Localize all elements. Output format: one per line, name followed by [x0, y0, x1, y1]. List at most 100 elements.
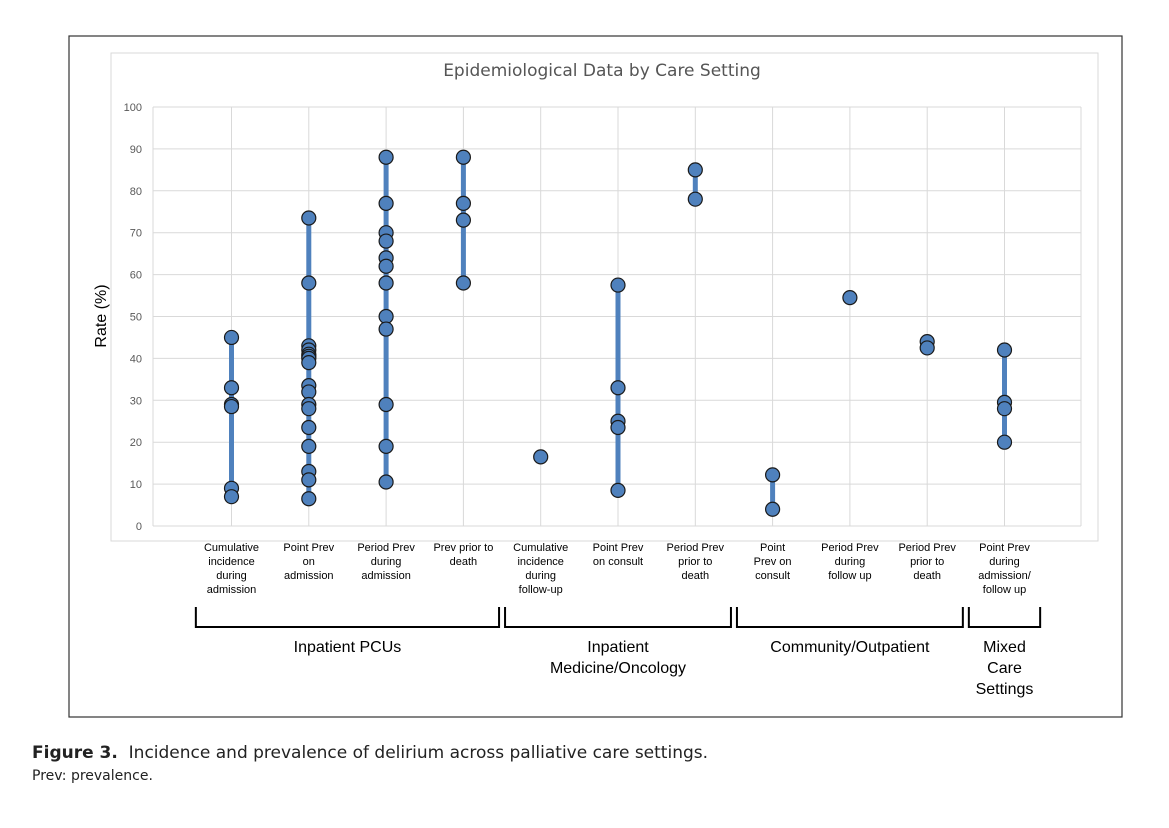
category-labels: Cumulative incidence during admission Point …: [204, 542, 1032, 596]
data-point: [301, 354, 317, 371]
category-label-line: Point Prev: [979, 542, 1030, 554]
category-label-line: consult: [755, 570, 790, 582]
category-label-line: prior to: [678, 556, 712, 568]
data-point: [455, 275, 471, 291]
group-bracket: [194, 607, 501, 628]
group-label-line: Community/Outpatient: [770, 639, 930, 656]
data-point: [996, 434, 1013, 450]
y-tick-label: 80: [130, 186, 142, 198]
data-point: [301, 275, 317, 291]
data-point: [301, 438, 317, 454]
group-brackets: [194, 607, 1042, 628]
group-bracket: [735, 607, 964, 628]
data-point: [301, 401, 317, 417]
category-label-line: Period Prev: [357, 542, 415, 554]
category-label-line: admission/: [978, 570, 1032, 582]
category-label-line: incidence: [208, 556, 254, 568]
category-label-line: follow up: [828, 570, 871, 582]
group-bracket: [504, 607, 732, 628]
category-label-line: Cumulative: [204, 542, 259, 554]
y-tick-label: 60: [130, 270, 142, 282]
data-point: [842, 290, 858, 306]
data-point: [610, 482, 626, 498]
category-label-line: admission: [207, 584, 257, 596]
y-tick-label: 20: [130, 437, 142, 449]
category-label-line: during: [216, 570, 247, 582]
data-point: [455, 212, 471, 228]
category-label-line: during: [835, 556, 866, 568]
category-label-line: on consult: [593, 556, 643, 568]
category-label-line: admission: [284, 570, 334, 582]
category-label-line: death: [682, 570, 710, 582]
figure-caption: Figure 3. Incidence and prevalence of de…: [32, 743, 708, 763]
data-point: [378, 396, 394, 413]
data-point: [687, 162, 703, 178]
category-label-line: prior to: [910, 556, 944, 568]
category-label-line: incidence: [517, 556, 563, 568]
data-point: [610, 277, 626, 293]
data-point: [996, 342, 1013, 358]
figure-frame: [68, 35, 1123, 718]
category-label-line: Prev prior to: [433, 542, 493, 554]
y-tick-label: 0: [136, 521, 142, 533]
category-label-line: during: [371, 556, 402, 568]
y-tick-labels: 0 10 20 30 40 50 60 70 80 90 100: [124, 102, 142, 533]
category-label-line: follow-up: [519, 584, 563, 596]
chart-title: Epidemiological Data by Care Setting: [443, 61, 761, 81]
category-label-line: Period Prev: [667, 542, 725, 554]
data-point: [687, 191, 703, 207]
group-label-line: Settings: [976, 681, 1034, 698]
data-point: [378, 275, 394, 291]
y-tick-label: 70: [130, 228, 142, 240]
data-point: [919, 340, 935, 356]
data-point: [610, 419, 626, 436]
category-label-line: Cumulative: [513, 542, 568, 554]
data-point: [378, 474, 394, 490]
group-label-line: Inpatient: [587, 639, 649, 656]
data-point: [378, 233, 394, 249]
category-label-line: Point Prev: [283, 542, 334, 554]
category-label-line: death: [913, 570, 941, 582]
y-tick-label: 90: [130, 144, 142, 156]
data-point: [301, 210, 317, 226]
category-label-line: during: [989, 556, 1020, 568]
y-tick-label: 100: [124, 102, 142, 114]
data-point: [223, 329, 240, 346]
data-point: [455, 195, 471, 211]
group-label-line: Care: [987, 660, 1022, 677]
data-point: [378, 149, 394, 165]
data-point: [610, 380, 626, 396]
category-label-line: Point: [760, 542, 785, 554]
data-point: [378, 308, 394, 325]
data-point: [301, 491, 317, 507]
data-point: [533, 449, 549, 465]
data-point: [223, 489, 240, 505]
category-label-line: Prev on: [754, 556, 792, 568]
data-point: [223, 380, 240, 396]
group-label-line: Medicine/Oncology: [550, 660, 686, 677]
caption-text: Incidence and prevalence of delirium acr…: [128, 743, 709, 763]
y-tick-label: 10: [130, 479, 142, 491]
data-point: [378, 258, 394, 274]
data-point: [301, 419, 317, 436]
category-label-line: during: [525, 570, 556, 582]
y-tick-label: 40: [130, 353, 142, 365]
data-point: [378, 438, 394, 454]
data-point: [378, 321, 394, 337]
chart-area-border: [110, 52, 1099, 542]
y-axis-label: Rate (%): [93, 284, 110, 347]
data-point: [764, 501, 781, 517]
group-bracket: [967, 607, 1042, 628]
category-label-line: Period Prev: [821, 542, 879, 554]
data-point: [301, 472, 317, 488]
group-label-line: Mixed: [983, 639, 1026, 656]
category-label-line: Period Prev: [898, 542, 956, 554]
y-tick-label: 50: [130, 312, 142, 324]
data-point: [223, 398, 240, 415]
data-point: [455, 149, 471, 165]
data-point: [996, 401, 1013, 417]
category-label-line: on: [303, 556, 315, 568]
category-label-line: follow up: [983, 584, 1026, 596]
category-label-line: death: [450, 556, 478, 568]
